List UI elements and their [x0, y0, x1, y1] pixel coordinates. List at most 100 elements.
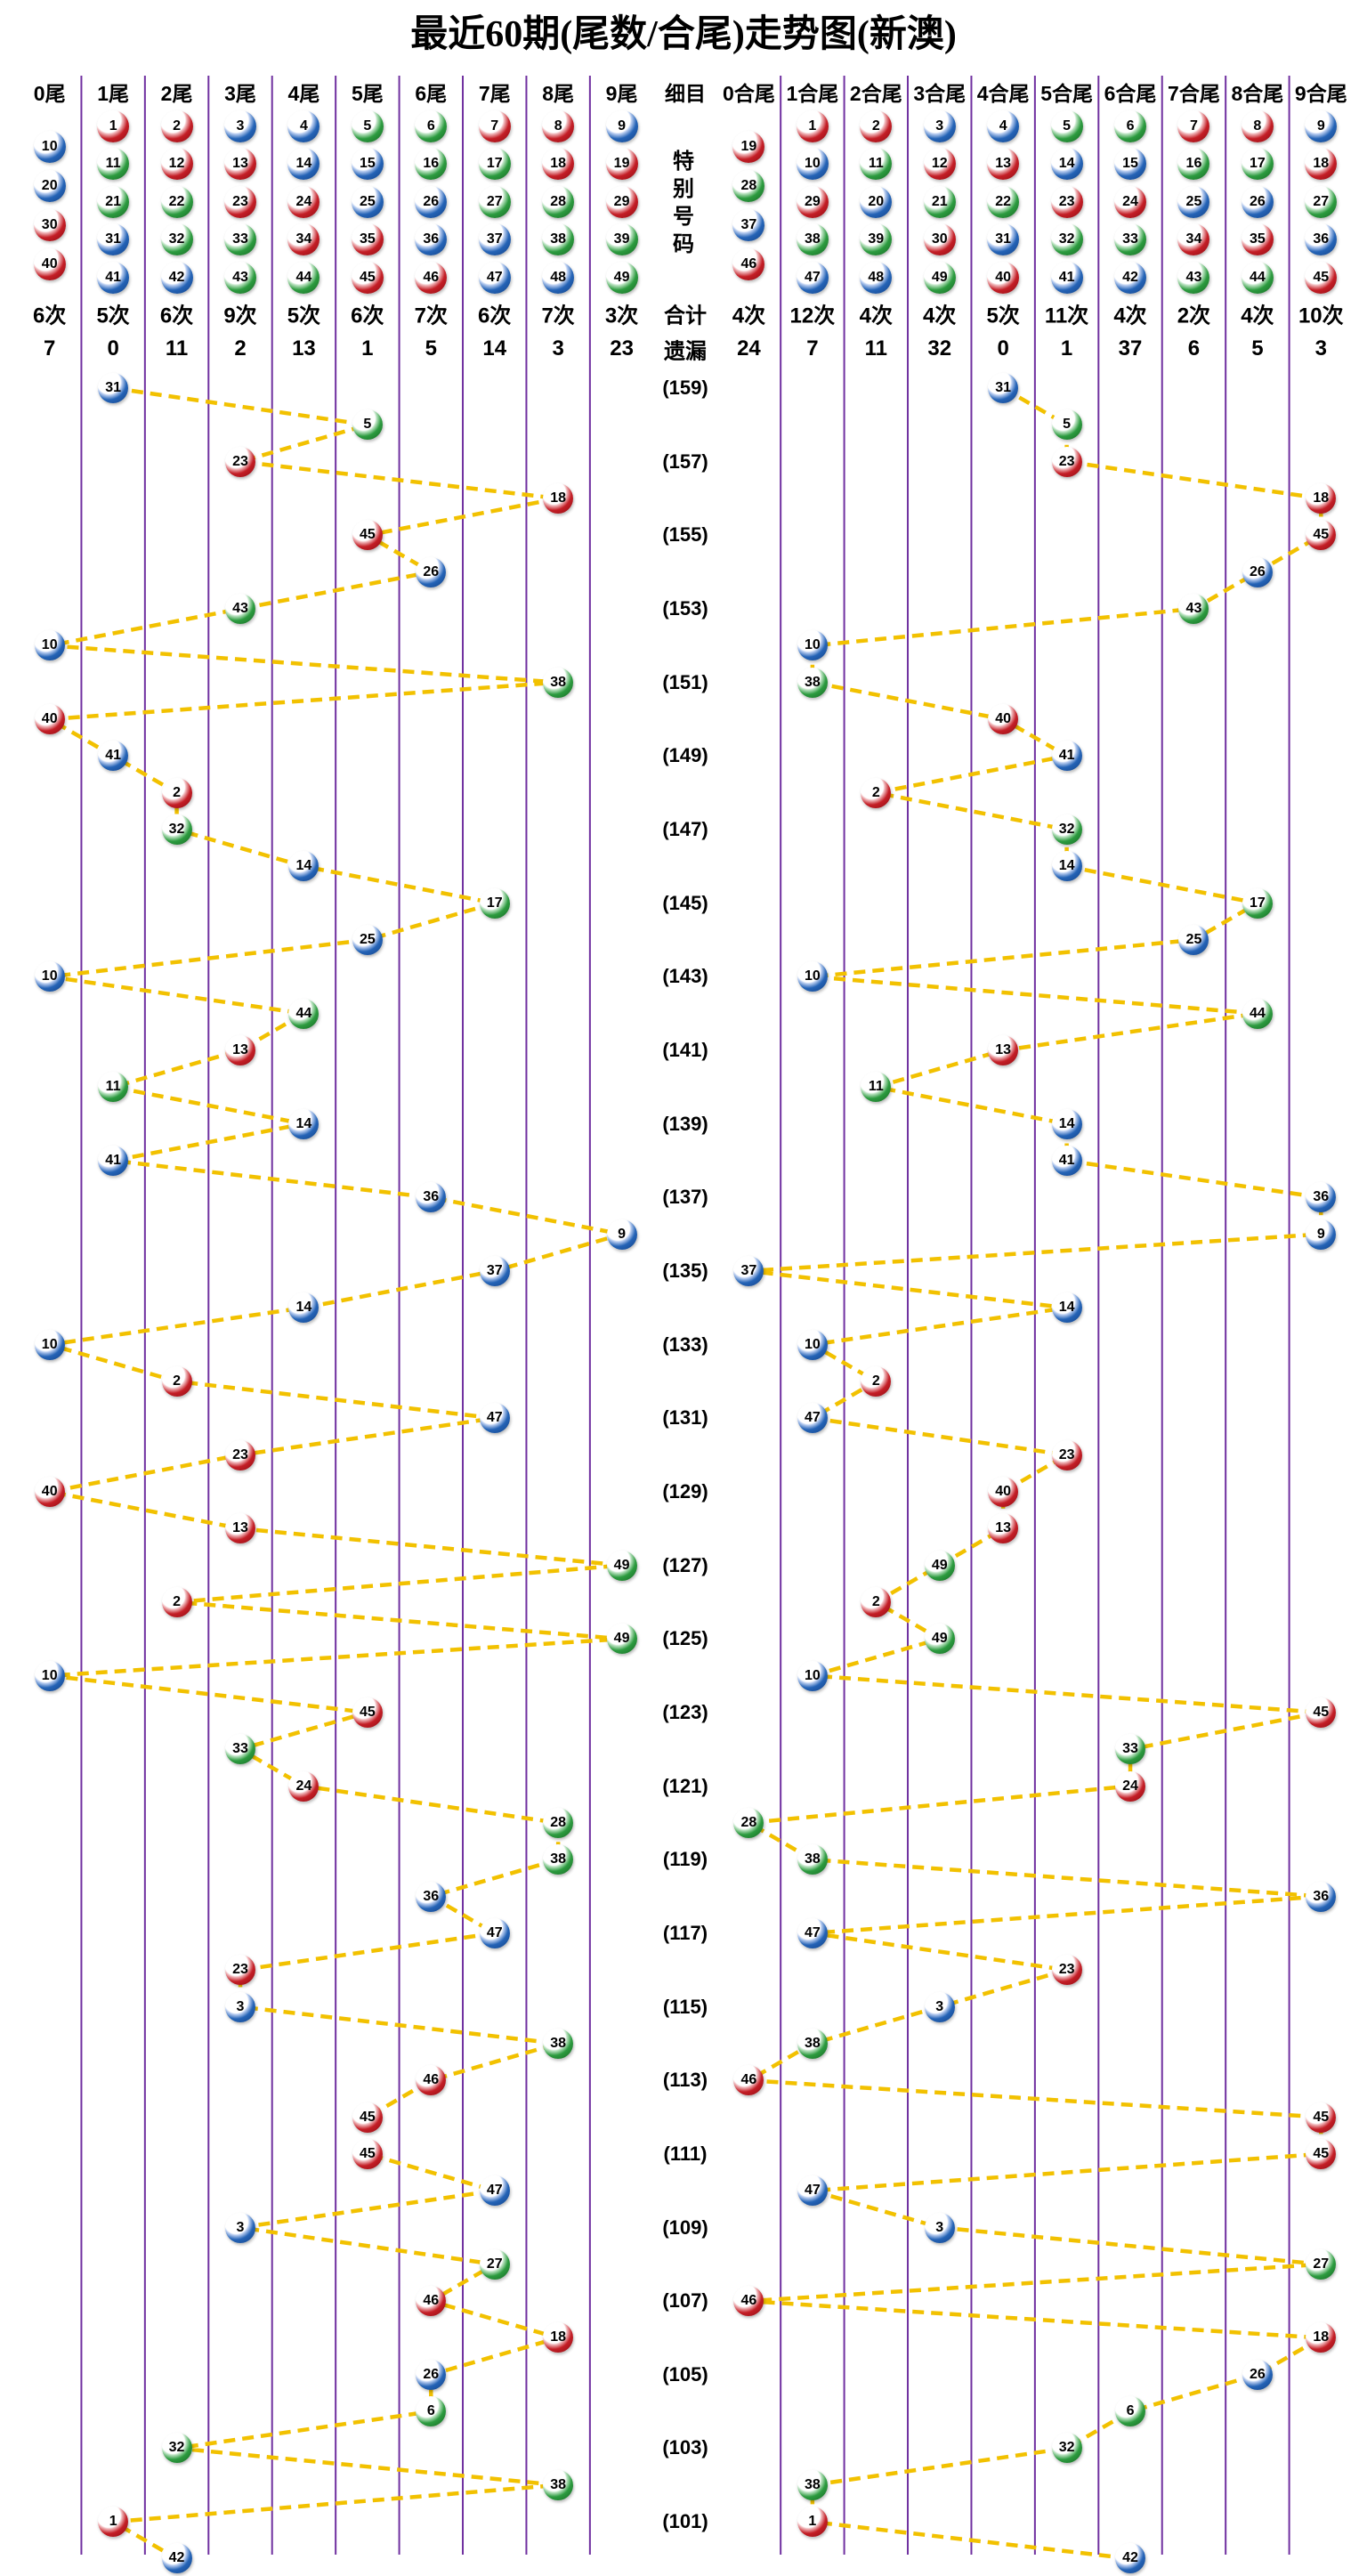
column-header-tail-2: 2尾	[160, 82, 193, 105]
chart-ball-sumtail: 38	[797, 2028, 828, 2059]
chart-ball-tail: 32	[161, 2433, 192, 2464]
miss-count-cell: 0	[997, 336, 1009, 360]
total-count-cell: 3次	[604, 304, 639, 328]
chart-ball-sumtail: 9	[1306, 1219, 1337, 1250]
header-ball: 16	[1177, 148, 1210, 180]
chart-ball-tail: 40	[34, 1476, 65, 1507]
chart-ball-tail: 46	[416, 2065, 447, 2096]
header-ball: 31	[97, 223, 130, 255]
column-header-tail-0: 0尾	[33, 82, 66, 105]
header-ball: 6	[415, 110, 448, 142]
period-label: (143)	[662, 965, 708, 988]
miss-count-cell: 24	[737, 336, 761, 360]
total-count-cell: 6次	[478, 304, 512, 328]
period-label: (157)	[662, 450, 708, 473]
total-count-cell: 4次	[1113, 304, 1147, 328]
chart-ball-sumtail: 14	[1051, 1108, 1082, 1139]
column-header-sumtail-9: 9合尾	[1294, 82, 1347, 105]
header-ball: 44	[1241, 262, 1274, 294]
chart-ball-sumtail: 26	[1242, 2359, 1273, 2390]
header-ball: 38	[542, 223, 575, 255]
header-ball: 4	[287, 110, 320, 142]
header-ball: 26	[415, 186, 448, 218]
chart-ball-sumtail: 2	[861, 1586, 892, 1617]
header-ball: 39	[605, 223, 638, 255]
chart-ball-sumtail: 47	[797, 1917, 828, 1948]
column-header-tail-6: 6尾	[415, 82, 448, 105]
column-header-sumtail-6: 6合尾	[1104, 82, 1157, 105]
header-ball: 42	[160, 262, 193, 294]
chart-ball-sumtail: 10	[797, 1660, 828, 1691]
miss-count-cell: 0	[107, 336, 119, 360]
chart-ball-sumtail: 10	[797, 630, 828, 661]
header-ball: 9	[605, 110, 638, 142]
total-count-cell: 5次	[96, 304, 130, 328]
header-ball: 34	[1177, 223, 1210, 255]
chart-ball-sumtail: 3	[924, 2212, 955, 2243]
chart-ball-sumtail: 46	[733, 2065, 764, 2096]
chart-ball-sumtail: 46	[733, 2286, 764, 2317]
chart-ball-sumtail: 28	[733, 1807, 764, 1838]
chart-ball-tail: 14	[288, 851, 320, 882]
miss-count-cell: 23	[610, 336, 634, 360]
chart-ball-tail: 36	[416, 1182, 447, 1213]
chart-ball-sumtail: 6	[1115, 2396, 1146, 2427]
totals-label: 合计	[664, 304, 707, 328]
chart-ball-tail: 5	[352, 409, 383, 441]
miss-count-cell: 3	[1314, 336, 1327, 360]
chart-ball-sumtail: 38	[797, 2469, 828, 2500]
total-count-cell: 11次	[1044, 304, 1089, 328]
header-ball: 1	[97, 110, 130, 142]
period-label: (103)	[662, 2436, 708, 2459]
chart-ball-sumtail: 27	[1306, 2248, 1337, 2280]
header-ball: 22	[987, 186, 1020, 218]
miss-count-cell: 13	[292, 336, 316, 360]
chart-ball-sumtail: 10	[797, 961, 828, 992]
header-ball: 49	[605, 262, 638, 294]
period-label: (107)	[662, 2289, 708, 2313]
header-ball: 48	[542, 262, 575, 294]
period-label: (129)	[662, 1479, 708, 1503]
header-ball: 14	[287, 148, 320, 180]
header-ball: 47	[478, 262, 511, 294]
header-ball: 25	[351, 186, 384, 218]
chart-ball-tail: 44	[288, 998, 320, 1029]
column-header-sumtail-5: 5合尾	[1040, 82, 1093, 105]
header-ball: 46	[732, 248, 765, 280]
period-label: (119)	[662, 1848, 708, 1871]
chart-ball-tail: 32	[161, 814, 192, 845]
header-ball: 8	[1241, 110, 1274, 142]
period-label: (109)	[662, 2216, 708, 2239]
header-ball: 3	[224, 110, 256, 142]
column-header-sumtail-8: 8合尾	[1231, 82, 1284, 105]
chart-ball-sumtail: 31	[988, 373, 1019, 403]
period-label: (151)	[662, 670, 708, 693]
chart-ball-tail: 45	[352, 520, 383, 551]
chart-ball-tail: 33	[225, 1734, 255, 1765]
chart-ball-sumtail: 43	[1178, 593, 1209, 624]
period-label: (111)	[663, 2142, 708, 2165]
header-ball: 12	[923, 148, 956, 180]
period-label: (105)	[662, 2362, 708, 2386]
header-ball: 46	[415, 262, 448, 294]
chart-ball-sumtail: 11	[861, 1072, 892, 1103]
chart-ball-sumtail: 38	[797, 1844, 828, 1875]
chart-ball-sumtail: 49	[924, 1624, 955, 1655]
header-ball: 32	[160, 223, 193, 255]
header-ball: 24	[287, 186, 320, 218]
header-ball: 37	[478, 223, 511, 255]
chart-ball-tail: 13	[225, 1034, 255, 1065]
chart-ball-tail: 41	[98, 741, 129, 772]
total-count-cell: 5次	[986, 304, 1020, 328]
chart-ball-tail: 27	[479, 2248, 510, 2280]
miss-count-cell: 7	[806, 336, 819, 360]
header-ball: 5	[351, 110, 384, 142]
header-ball: 19	[605, 148, 638, 180]
chart-ball-tail: 10	[34, 1660, 65, 1691]
header-ball: 19	[732, 131, 765, 163]
chart-ball-tail: 10	[34, 630, 65, 661]
chart-ball-tail: 2	[161, 1586, 192, 1617]
period-label: (125)	[662, 1627, 708, 1650]
chart-ball-tail: 3	[225, 1991, 255, 2022]
